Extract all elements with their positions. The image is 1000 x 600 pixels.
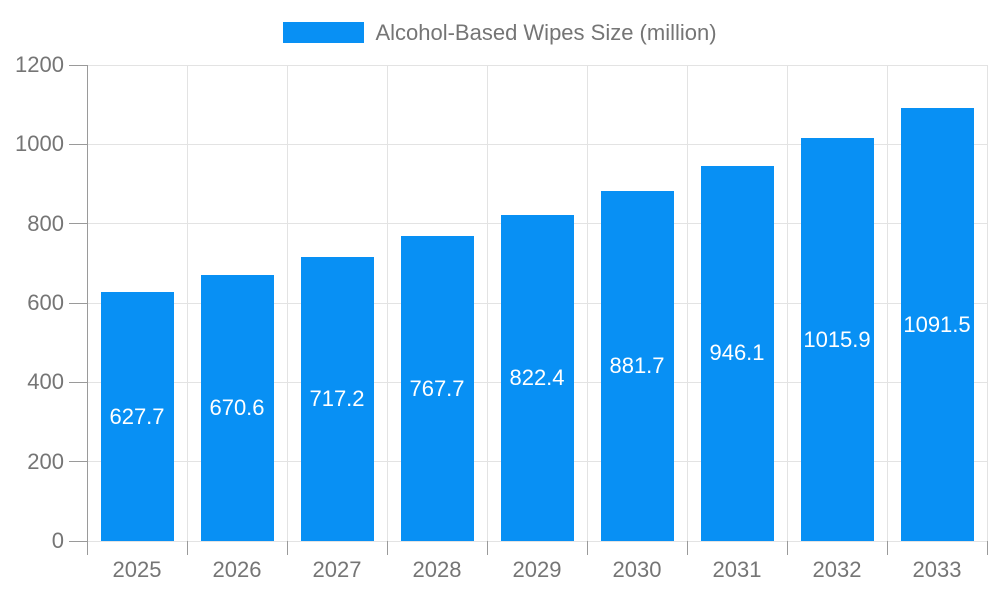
x-gridline	[686, 65, 688, 541]
bar[interactable]	[600, 191, 674, 541]
bar[interactable]	[400, 236, 474, 541]
x-gridline	[786, 65, 788, 541]
bar[interactable]	[800, 138, 874, 541]
bar[interactable]	[100, 292, 174, 541]
bar-value-label: 670.6	[209, 394, 265, 420]
y-gridline	[87, 64, 987, 66]
legend-swatch-icon	[283, 22, 365, 43]
x-gridline	[286, 65, 288, 541]
x-tick-label: 2032	[812, 557, 862, 582]
bar-value-label: 822.4	[509, 364, 565, 390]
y-axis-tick	[69, 302, 87, 304]
x-tick-label: 2033	[912, 557, 962, 582]
x-axis-tick	[86, 541, 88, 555]
y-axis-tick	[69, 64, 87, 66]
y-tick-label: 0	[51, 528, 64, 553]
bar-value-label: 767.7	[409, 375, 465, 401]
y-axis-tick	[69, 461, 87, 463]
x-axis-tick	[386, 541, 388, 555]
x-axis-tick	[486, 541, 488, 555]
y-axis-tick	[69, 381, 87, 383]
y-tick-label: 1000	[15, 131, 64, 157]
x-tick-label: 2031	[712, 557, 762, 582]
bar-value-label: 717.2	[309, 385, 365, 411]
y-gridline	[87, 143, 987, 145]
bar-value-label: 946.1	[709, 340, 765, 366]
y-tick-label: 200	[27, 448, 64, 474]
bar[interactable]	[900, 108, 974, 541]
x-tick-label: 2026	[212, 557, 262, 582]
x-gridline	[486, 65, 488, 541]
y-tick-label: 600	[27, 290, 64, 315]
x-axis-tick	[286, 541, 288, 555]
plot-area: 0 200 400 600 800 1000 1200 627.7 2025 670.6 2026 7…	[15, 52, 988, 582]
x-tick-label: 2028	[412, 557, 462, 582]
x-tick-label: 2029	[512, 557, 562, 582]
y-tick-label: 1200	[15, 52, 64, 77]
legend[interactable]: Alcohol-Based Wipes Size (million)	[0, 19, 1000, 45]
y-axis-tick	[69, 143, 87, 145]
x-tick-label: 2027	[312, 557, 362, 582]
x-gridline	[586, 65, 588, 541]
bar-value-label: 1091.5	[903, 311, 971, 337]
x-axis-tick	[786, 541, 788, 555]
x-axis-tick	[586, 541, 588, 555]
bar[interactable]	[700, 165, 774, 541]
x-tick-label: 2025	[112, 557, 162, 582]
bar[interactable]	[500, 214, 574, 541]
legend-label: Alcohol-Based Wipes Size (million)	[375, 19, 717, 45]
y-axis-tick	[69, 540, 87, 542]
y-tick-label: 400	[27, 369, 64, 395]
x-gridline	[186, 65, 188, 541]
y-gridline	[87, 540, 987, 542]
x-axis-tick	[886, 541, 888, 555]
x-axis-tick	[686, 541, 688, 555]
x-tick-label: 2030	[612, 557, 662, 582]
bar-value-label: 1015.9	[803, 326, 871, 352]
x-axis-tick	[186, 541, 188, 555]
x-axis-tick	[986, 541, 988, 555]
bar[interactable]	[200, 274, 274, 541]
bar-value-label: 881.7	[609, 353, 665, 379]
y-axis-tick	[69, 223, 87, 225]
x-gridline	[986, 65, 988, 541]
y-axis-line	[87, 65, 88, 541]
y-tick-label: 800	[27, 210, 64, 236]
x-gridline	[886, 65, 888, 541]
bar-value-label: 627.7	[109, 403, 165, 429]
x-gridline	[386, 65, 388, 541]
bar[interactable]	[300, 256, 374, 541]
